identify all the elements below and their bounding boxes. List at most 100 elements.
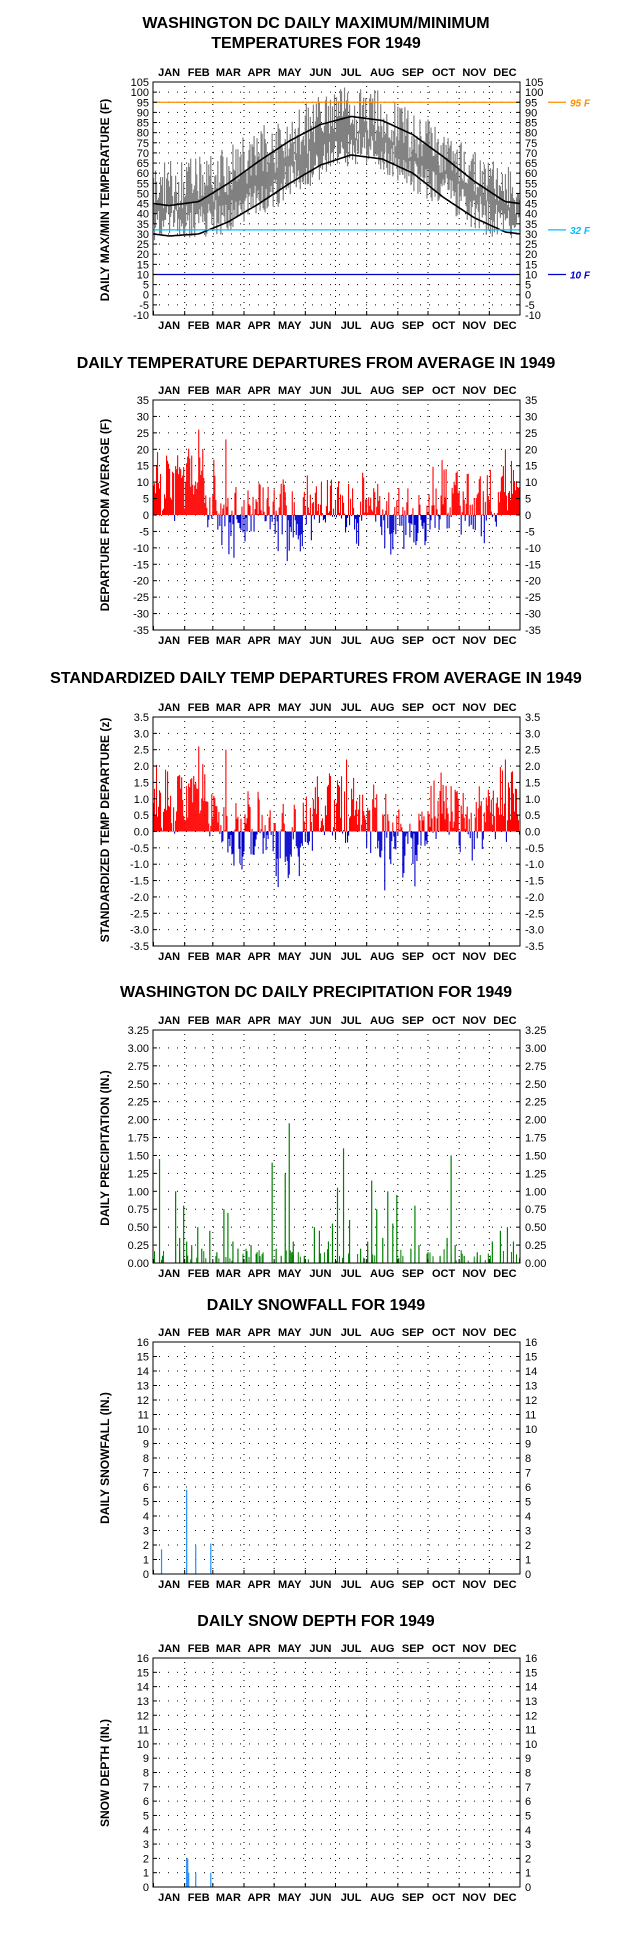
grid-dot: [335, 302, 336, 303]
grid-dot: [184, 278, 185, 279]
grid-dot: [184, 787, 185, 788]
grid-dot: [258, 733, 259, 734]
grid-dot: [330, 304, 331, 305]
grid-dot: [366, 434, 367, 435]
grid-dot: [276, 432, 277, 433]
grid-dot: [427, 805, 428, 806]
grid-dot: [483, 142, 484, 143]
grid-dot: [339, 766, 340, 767]
month-label-bottom: JAN: [158, 951, 180, 963]
grid-dot: [305, 86, 306, 87]
grid-dot: [274, 476, 275, 477]
grid-dot: [243, 224, 244, 225]
grid-dot: [159, 132, 160, 133]
grid-dot: [483, 482, 484, 483]
grid-dot: [402, 233, 403, 234]
grid-dot: [397, 530, 398, 531]
grid-dot: [375, 798, 376, 799]
grid-dot: [339, 416, 340, 417]
grid-dot: [285, 580, 286, 581]
grid-dot: [212, 290, 213, 291]
grid-dot: [184, 907, 185, 908]
grid-dot: [366, 721, 367, 722]
grid-dot: [366, 446, 367, 447]
grid-dot: [459, 817, 460, 818]
grid-dot: [397, 560, 398, 561]
y-tick-label-right: 0.0: [525, 827, 540, 839]
grid-dot: [474, 880, 475, 881]
grid-dot: [459, 614, 460, 615]
grid-dot: [184, 290, 185, 291]
grid-dot: [222, 142, 223, 143]
grid-dot: [305, 404, 306, 405]
grid-dot: [159, 92, 160, 93]
grid-dot: [305, 434, 306, 435]
grid-dot: [195, 782, 196, 783]
grid-dot: [330, 223, 331, 224]
grid-dot: [335, 542, 336, 543]
grid-dot: [489, 775, 490, 776]
grid-dot: [335, 865, 336, 866]
grid-dot: [366, 212, 367, 213]
grid-dot: [285, 1155, 286, 1156]
grid-dot: [411, 531, 412, 532]
grid-dot: [348, 193, 349, 194]
grid-dot: [276, 531, 277, 532]
grid-dot: [274, 751, 275, 752]
grid-dot: [465, 254, 466, 255]
grid-dot: [510, 233, 511, 234]
grid-dot: [411, 547, 412, 548]
grid-dot: [510, 766, 511, 767]
grid-dot: [321, 254, 322, 255]
grid-dot: [177, 92, 178, 93]
grid-dot: [321, 815, 322, 816]
grid-dot: [212, 494, 213, 495]
grid-dot: [489, 284, 490, 285]
grid-dot: [243, 302, 244, 303]
grid-dot: [335, 763, 336, 764]
grid-dot: [489, 428, 490, 429]
grid-dot: [459, 110, 460, 111]
grid-dot: [438, 847, 439, 848]
grid-dot: [305, 470, 306, 471]
grid-dot: [427, 500, 428, 501]
grid-dot: [212, 817, 213, 818]
grid-dot: [274, 865, 275, 866]
grid-dot: [195, 749, 196, 750]
grid-dot: [348, 203, 349, 204]
grid-dot: [240, 223, 241, 224]
grid-dot: [267, 244, 268, 245]
grid-dot: [240, 112, 241, 113]
grid-dot: [204, 547, 205, 548]
grid-dot: [231, 613, 232, 614]
grid-dot: [465, 531, 466, 532]
month-label-bottom: MAY: [278, 635, 302, 647]
grid-dot: [510, 1245, 511, 1246]
month-label-top: AUG: [370, 702, 394, 714]
grid-dot: [411, 449, 412, 450]
y-tick-label-left: 3.5: [134, 712, 149, 724]
grid-dot: [231, 183, 232, 184]
grid-dot: [375, 304, 376, 305]
grid-dot: [427, 608, 428, 609]
grid-dot: [402, 193, 403, 194]
grid-dot: [212, 895, 213, 896]
grid-dot: [212, 176, 213, 177]
grid-dot: [366, 470, 367, 471]
grid-dot: [459, 260, 460, 261]
grid-dot: [212, 122, 213, 123]
grid-dot: [305, 913, 306, 914]
grid-dot: [212, 925, 213, 926]
grid-dot: [447, 92, 448, 93]
grid-dot: [184, 488, 185, 489]
grid-dot: [335, 434, 336, 435]
grid-dot: [168, 580, 169, 581]
grid-dot: [186, 864, 187, 865]
grid-dot: [420, 815, 421, 816]
grid-dot: [312, 929, 313, 930]
grid-dot: [294, 264, 295, 265]
grid-dot: [305, 500, 306, 501]
grid-dot: [231, 1155, 232, 1156]
grid-dot: [312, 304, 313, 305]
grid-dot: [348, 782, 349, 783]
